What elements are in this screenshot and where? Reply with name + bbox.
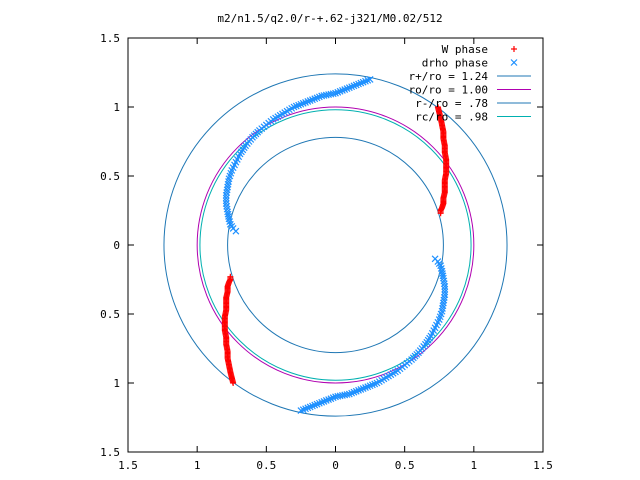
y-tick-label: 1: [113, 377, 120, 390]
x-tick-label: 1: [471, 459, 478, 472]
radius-circle: [163, 73, 508, 417]
x-tick-label: 0.5: [395, 459, 415, 472]
x-tick-label: 0.5: [256, 459, 276, 472]
legend-label: drho phase: [422, 57, 488, 70]
drho-phase-point: [222, 191, 230, 199]
drho-phase-point: [431, 255, 439, 263]
y-tick-label: 1: [113, 101, 120, 114]
radius-circle: [199, 109, 472, 381]
drho-phase-point: [441, 291, 449, 299]
x-tick-label: 1.5: [533, 459, 553, 472]
y-tick-label: 0: [113, 239, 120, 252]
drho-phase-point: [439, 270, 446, 277]
radius-circle: [196, 106, 475, 384]
y-tick-label: 1.5: [100, 446, 120, 459]
legend-label: r-/ro = .78: [415, 97, 488, 110]
legend-cross-marker: [510, 59, 518, 66]
radius-circle: [227, 136, 444, 354]
y-tick-label: 1.5: [100, 32, 120, 45]
drho-phase-point: [225, 213, 232, 220]
x-tick-label: 1: [194, 459, 201, 472]
x-tick-label: 1.5: [118, 459, 138, 472]
w-phase-point: [437, 210, 444, 217]
y-tick-label: 0.5: [100, 308, 120, 321]
drho-phase-point: [441, 288, 449, 296]
drho-phase-point: [441, 285, 449, 293]
x-tick-label: 0: [332, 459, 339, 472]
axis-ticks: 1.5 1 0.5 0 0.5 1 1.51.510.500.511.5: [100, 32, 553, 472]
drho-phase-point: [222, 197, 230, 205]
radius-circles: [163, 73, 508, 417]
data-markers: [221, 75, 450, 415]
y-tick-label: 0.5: [100, 170, 120, 183]
chart-title: m2/n1.5/q2.0/r-+.62-j321/M0.02/512: [217, 12, 442, 25]
legend-label: r+/ro = 1.24: [409, 70, 489, 83]
legend-label: ro/ro = 1.00: [409, 84, 488, 97]
w-phase-point: [227, 273, 234, 280]
drho-phase-point: [232, 227, 240, 235]
legend-label: rc/ro = .98: [415, 111, 488, 124]
legend-label: W phase: [442, 43, 488, 56]
legend-plus-marker: [511, 46, 517, 52]
drho-phase-point: [222, 194, 230, 202]
